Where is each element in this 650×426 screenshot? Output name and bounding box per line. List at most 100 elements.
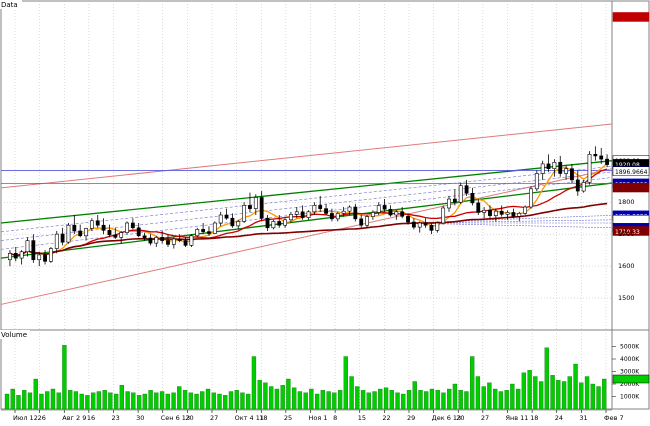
labels-layer: Data Volume Июл 12 26 Авг 2 9 16 23 30 Сен 6 1…	[0, 0, 624, 422]
volume-bar	[372, 391, 377, 410]
volume-bar	[567, 376, 572, 410]
candle-body	[464, 185, 469, 194]
candle-body	[107, 230, 112, 236]
candle	[265, 215, 270, 231]
candle	[575, 170, 580, 196]
candle-body	[201, 229, 206, 232]
volume-bar	[246, 393, 251, 410]
price-scale-box	[612, 182, 650, 193]
candle-body	[564, 168, 569, 174]
volume-bar	[297, 391, 303, 410]
candle-body	[54, 233, 59, 249]
candle-body	[511, 212, 516, 217]
candle	[119, 230, 124, 244]
volume-bar	[39, 393, 44, 410]
price-tick-label: 1500	[618, 294, 635, 302]
x-tick-label: 18	[259, 414, 267, 422]
volume-tick-label: 4000K	[620, 356, 640, 363]
candle-body	[218, 214, 223, 224]
candle-body	[259, 197, 264, 219]
candle	[499, 205, 504, 217]
x-tick-label: 20	[185, 414, 193, 422]
candle	[72, 215, 77, 235]
candle-body	[423, 222, 428, 226]
volume-bar	[188, 392, 193, 410]
candle-body	[95, 220, 100, 226]
candle	[523, 205, 528, 216]
volume-bar	[515, 388, 521, 410]
volume-bar	[401, 393, 406, 410]
x-tick-label: 20	[456, 414, 464, 422]
volume-bar	[291, 387, 297, 410]
candle	[25, 237, 30, 257]
candle	[599, 147, 604, 164]
candle	[277, 215, 282, 228]
volume-bar	[113, 393, 119, 410]
volume-bar	[596, 386, 601, 410]
volume-bar	[200, 391, 205, 410]
volume-bar	[154, 392, 159, 410]
candle-body	[300, 211, 305, 218]
volume-bar	[464, 391, 469, 410]
volume-bar	[349, 376, 354, 410]
x-tick-label: 15	[358, 414, 366, 422]
candle	[552, 159, 557, 177]
candle	[529, 186, 533, 209]
volume-bar	[579, 382, 584, 410]
candle-body	[558, 162, 563, 174]
candle	[201, 222, 206, 235]
candle	[43, 250, 47, 265]
x-tick-label: 22	[382, 414, 390, 422]
candle-body	[160, 237, 165, 241]
candle-body	[224, 214, 229, 219]
candle-body	[119, 232, 124, 238]
candle-body	[31, 240, 36, 261]
volume-bar	[538, 381, 544, 410]
candle-body	[212, 222, 217, 234]
candle-body	[277, 221, 282, 226]
candle	[66, 222, 71, 244]
candle	[224, 208, 229, 220]
volume-bar	[521, 372, 527, 410]
candle	[605, 154, 609, 168]
x-tick-label: Июл 12	[13, 414, 38, 422]
candle-body	[236, 221, 241, 227]
candle	[441, 205, 446, 225]
candle-body	[335, 213, 340, 220]
volume-bar	[240, 392, 245, 410]
x-tick-label: 30	[136, 414, 144, 422]
candle-body	[365, 216, 369, 226]
volume-bar	[102, 390, 107, 410]
candle	[242, 202, 247, 223]
candle	[101, 218, 106, 235]
price-tick-label: 1800	[618, 198, 635, 206]
volume-bar	[119, 385, 125, 410]
x-tick-label: 23	[112, 414, 120, 422]
candle	[160, 230, 165, 244]
candle-body	[406, 215, 410, 223]
volume-bar	[487, 382, 492, 410]
candle-body	[417, 222, 422, 228]
price-tick-label: 1700	[618, 230, 635, 238]
candle	[78, 224, 83, 238]
volume-bar	[62, 345, 67, 410]
candle	[271, 219, 276, 230]
candle	[452, 189, 457, 206]
candle-body	[570, 168, 574, 181]
candle-body	[265, 217, 270, 229]
volume-bar	[177, 386, 182, 410]
candle	[400, 207, 405, 219]
candle	[505, 210, 510, 220]
candle	[19, 250, 24, 265]
volume-bar	[355, 386, 360, 410]
candle-body	[499, 210, 504, 215]
volume-bar	[286, 378, 291, 410]
candle	[189, 234, 194, 247]
volume-bar	[326, 391, 331, 410]
candle-body	[341, 210, 346, 214]
volume-bar	[389, 390, 394, 410]
candle-body	[324, 208, 328, 214]
candle	[259, 191, 264, 222]
candle	[300, 205, 305, 220]
